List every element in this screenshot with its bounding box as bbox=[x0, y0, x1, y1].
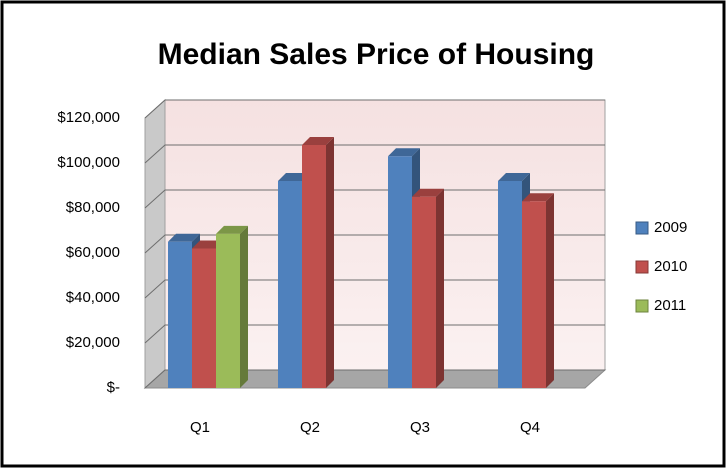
bar bbox=[168, 241, 192, 388]
grid-line bbox=[144, 369, 605, 389]
grid-line bbox=[144, 144, 605, 164]
y-tick-label: $- bbox=[107, 379, 120, 396]
legend-swatch bbox=[635, 260, 649, 274]
bar-top bbox=[302, 137, 334, 145]
y-tick-label: $120,000 bbox=[57, 109, 120, 126]
y-tick-label: $40,000 bbox=[66, 289, 120, 306]
grid-line bbox=[144, 189, 605, 209]
y-tick-label: $20,000 bbox=[66, 334, 120, 351]
x-tick-label: Q1 bbox=[190, 419, 210, 436]
bar bbox=[302, 145, 326, 388]
bar bbox=[522, 201, 546, 388]
legend-label: 2009 bbox=[654, 219, 687, 236]
x-tick-label: Q2 bbox=[300, 419, 320, 436]
legend-swatch bbox=[635, 221, 649, 235]
bar-top bbox=[498, 173, 530, 181]
grid-line bbox=[144, 324, 605, 344]
x-tick-label: Q4 bbox=[520, 419, 540, 436]
legend-label: 2011 bbox=[654, 297, 686, 314]
chart-title: Median Sales Price of Housing bbox=[158, 38, 595, 71]
bar-side bbox=[326, 137, 334, 388]
x-tick-label: Q3 bbox=[410, 419, 430, 436]
y-tick-label: $60,000 bbox=[66, 244, 120, 261]
legend-label: 2010 bbox=[654, 258, 687, 275]
bar-top bbox=[168, 233, 200, 242]
bar-side bbox=[546, 193, 554, 388]
bar bbox=[412, 196, 436, 388]
grid-line bbox=[144, 99, 605, 119]
y-tick-label: $100,000 bbox=[57, 154, 120, 171]
bar-top bbox=[216, 225, 248, 234]
bar bbox=[388, 156, 412, 388]
bar-side bbox=[436, 188, 444, 388]
bar-side bbox=[240, 225, 248, 388]
bar bbox=[192, 248, 216, 388]
y-tick-label: $80,000 bbox=[66, 199, 120, 216]
bar bbox=[278, 181, 302, 388]
grid-line bbox=[144, 234, 605, 254]
legend-swatch bbox=[635, 299, 649, 313]
bar-top bbox=[412, 188, 444, 197]
bar bbox=[498, 181, 522, 388]
bar bbox=[216, 233, 240, 388]
grid-line bbox=[144, 279, 605, 299]
bar-top bbox=[522, 193, 554, 202]
bar-top bbox=[388, 148, 420, 157]
